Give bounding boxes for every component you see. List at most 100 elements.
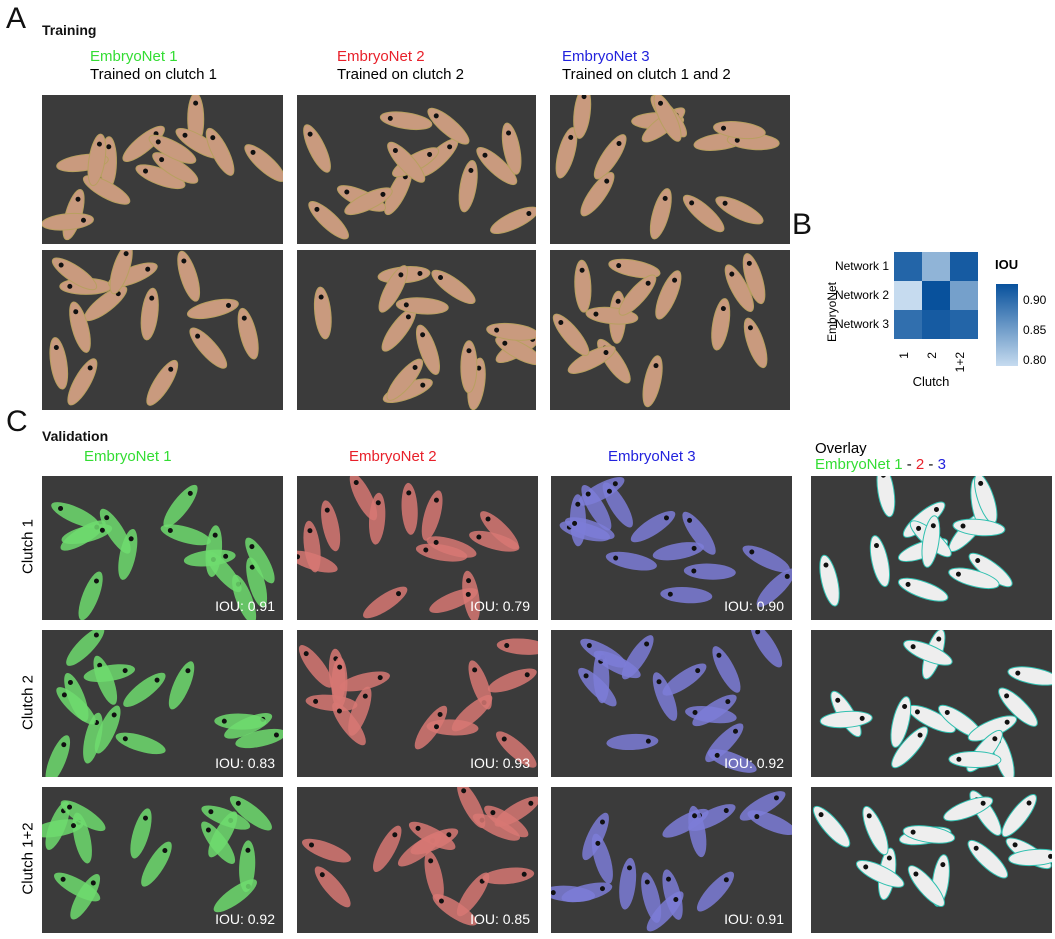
embryo [457,787,486,829]
legend-tick-080: 0.80 [1023,353,1047,367]
col-label-2: 2 [925,352,939,359]
embryo [314,866,351,908]
heatmap-cell-r1-c1 [894,252,922,281]
embryo [683,563,736,580]
embryo [70,873,101,920]
embryo [593,134,627,180]
embryo [378,265,409,313]
heatmap-cell-r2-c3 [950,281,978,310]
embryo [496,731,537,768]
training-net3-name: EmbryoNet 3 [562,48,650,65]
embryo [115,732,166,755]
embryo [421,490,443,541]
validation-image-r2-c3: IOU: 0.92 [551,630,792,777]
embryo [998,687,1038,727]
embryo [890,696,912,748]
heatmap-xlabel: Clutch [913,374,950,389]
embryo [573,95,592,139]
iou-label: IOU: 0.93 [470,755,530,771]
embryo [45,735,71,777]
embryo [742,545,790,573]
embryo [685,705,737,724]
embryo [177,250,201,302]
embryo [1007,666,1052,686]
embryo [869,535,890,588]
embryo [83,664,136,683]
col-label-3: 1+2 [953,352,967,373]
embryo [482,867,535,885]
training-net1-desc: Trained on clutch 1 [90,66,218,83]
embryo [712,646,741,693]
training-net2-desc: Trained on clutch 2 [337,66,465,83]
embryo [819,710,873,729]
embryo [415,324,440,375]
validation-image-r1-c3: IOU: 0.90 [551,476,792,620]
embryo [652,672,678,721]
iou-label: IOU: 0.79 [470,598,530,614]
embryo [621,635,654,680]
training-net3-desc: Trained on clutch 1 and 2 [562,66,731,83]
embryo [902,825,956,844]
overlay-title: Overlay [815,440,867,457]
embryo [229,795,272,831]
embryo [237,307,259,360]
embryo [606,733,659,751]
embryo [431,269,476,305]
row-label-1: Network 1 [835,259,889,273]
embryo [246,557,268,608]
embryo [331,657,348,710]
embryo [313,286,332,340]
embryo [87,133,107,187]
embryo [948,567,1000,590]
embryo [51,502,100,528]
embryo [552,313,590,356]
embryo [551,885,596,903]
embryo [1008,848,1052,867]
embryo [564,517,615,540]
embryo [743,317,768,369]
embryo [109,250,133,295]
embryo [245,537,275,584]
embryo [967,839,1008,879]
panel-label-b: B [792,208,813,241]
embryo [332,702,366,746]
embryo [862,805,889,856]
embryo [432,894,478,926]
embryo [118,528,138,580]
embryo [952,518,1006,537]
embryo [707,749,757,773]
row-label-clutch1: Clutch 1 [19,518,37,575]
embryo [363,586,408,619]
embryo [387,141,426,183]
embryo [458,160,478,213]
heatmap-ylabel: EmbryoNet [825,281,839,342]
embryo [395,297,449,315]
row-label-2: Network 2 [835,288,889,302]
embryo [51,257,98,291]
embryo [308,201,349,240]
embryo [94,705,121,754]
validation-image-r1-c4 [811,476,1052,620]
iou-heatmap: EmbryoNet Network 1 Network 2 Network 3 … [825,252,1047,389]
legend-title: IOU [995,257,1018,272]
embryo [460,340,478,394]
embryo [424,851,444,902]
embryo [812,805,851,848]
embryo [235,728,283,749]
embryo [630,510,676,543]
embryo [903,639,953,666]
training-title: Training [42,22,97,38]
embryo [480,511,519,550]
embryo [321,500,341,552]
embryo [574,259,592,313]
embryo [580,171,615,217]
embryo [140,287,159,341]
validation-image-r3-c2: IOU: 0.85 [297,787,538,933]
embryo [66,630,105,666]
embryo [619,857,637,910]
validation-image-r3-c4 [811,787,1052,933]
embryo [297,550,338,573]
embryo [468,660,492,710]
embryo [696,871,735,912]
embryo [298,645,333,688]
